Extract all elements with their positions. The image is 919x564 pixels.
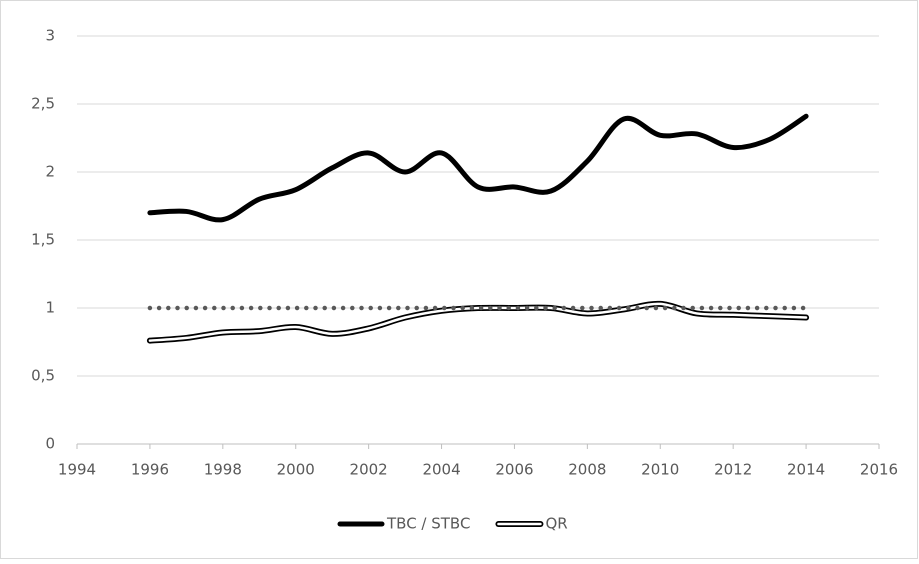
x-tick-label: 2010 [641, 461, 679, 479]
x-tick-label: 1996 [131, 461, 169, 479]
x-tick-label: 2000 [277, 461, 315, 479]
x-tick-label: 2012 [714, 461, 752, 479]
y-tick-label: 1 [45, 299, 55, 317]
x-tick-label: 2014 [787, 461, 825, 479]
legend-label: TBC / STBC [386, 515, 470, 533]
x-tick-label: 2004 [422, 461, 460, 479]
x-tick-label: 2006 [495, 461, 533, 479]
y-tick-label: 2,5 [31, 95, 55, 113]
x-tick-label: 1994 [58, 461, 96, 479]
y-tick-label: 3 [45, 27, 55, 45]
y-tick-label: 0,5 [31, 367, 55, 385]
x-tick-label: 2002 [350, 461, 388, 479]
y-tick-label: 2 [45, 163, 55, 181]
y-tick-label: 0 [45, 435, 55, 453]
x-tick-label: 2008 [568, 461, 606, 479]
line [147, 113, 809, 223]
y-tick-label: 1,5 [31, 231, 55, 249]
line [148, 302, 808, 342]
legend-label: QR [545, 515, 567, 533]
x-tick-label: 1998 [204, 461, 242, 479]
x-tick-label: 2016 [860, 461, 898, 479]
